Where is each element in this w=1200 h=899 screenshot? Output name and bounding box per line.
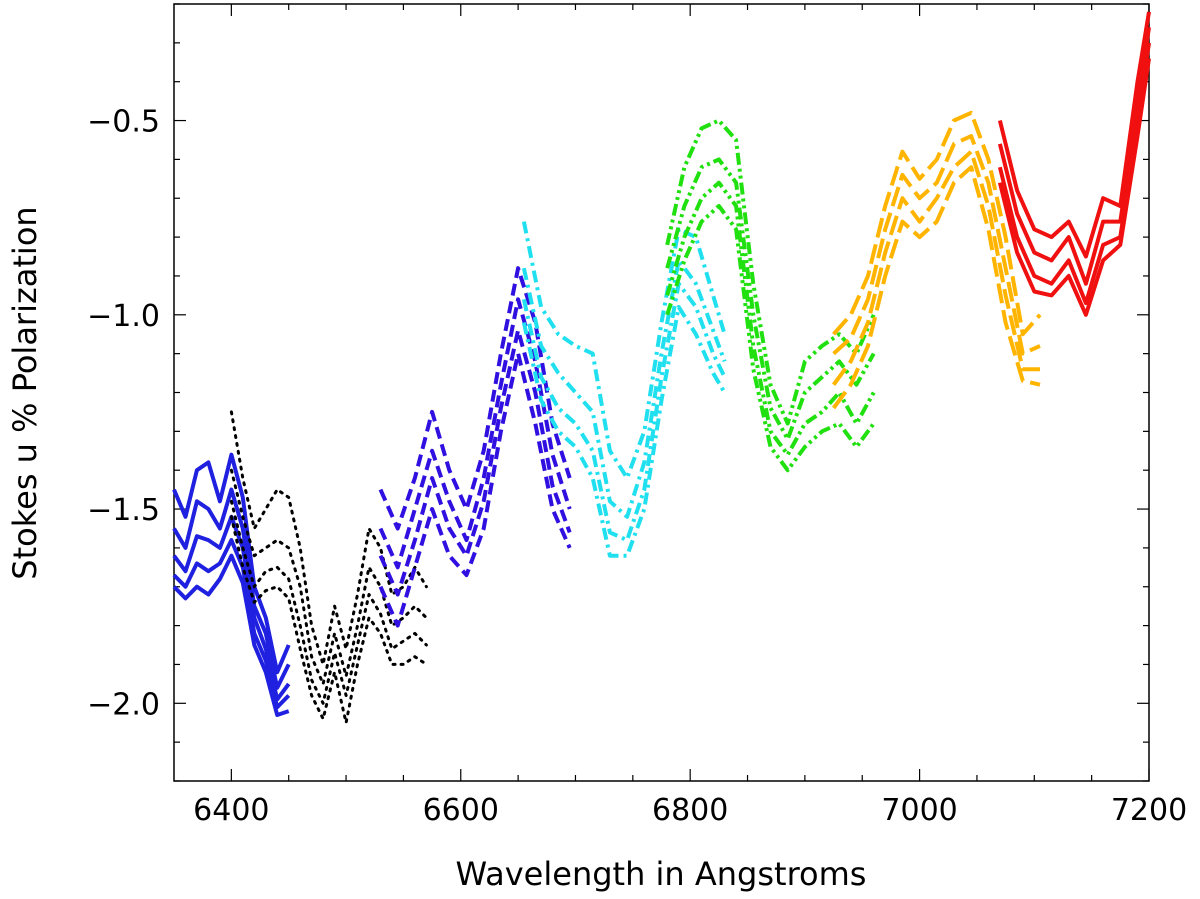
series-line <box>521 258 727 519</box>
y-tick-label: −1.0 <box>87 299 160 334</box>
series-line <box>997 27 1151 286</box>
x-tick-label: 7000 <box>881 793 957 828</box>
y-axis-title: Stokes u % Polarization <box>6 206 44 579</box>
series-line <box>997 58 1151 317</box>
series-line <box>665 180 876 457</box>
series-line <box>229 468 428 686</box>
series-line <box>378 351 572 628</box>
y-axis-ticks: −2.0 −1.5 −1.0 −0.5 <box>87 3 1149 782</box>
x-axis-ticks: 6400 6600 6800 7000 7200 <box>193 4 1187 828</box>
series-line <box>831 165 1041 410</box>
series-line <box>521 281 727 543</box>
series-line <box>172 538 291 710</box>
series-line <box>997 11 1151 259</box>
series-group <box>172 452 291 717</box>
y-tick-label: −0.5 <box>87 105 160 140</box>
plot-frame <box>173 3 1150 782</box>
series-line <box>172 487 291 690</box>
series-line <box>172 553 290 717</box>
series-group <box>378 266 572 628</box>
data-series <box>172 11 1151 725</box>
x-tick-label: 6400 <box>193 793 269 828</box>
y-tick-label: −1.5 <box>87 493 160 528</box>
series-group <box>997 11 1151 317</box>
series-group <box>831 110 1042 410</box>
series-line <box>521 221 727 480</box>
series-line <box>378 266 572 531</box>
x-tick-label: 7200 <box>1111 793 1187 828</box>
series-line <box>229 515 428 725</box>
y-tick-label: −2.0 <box>87 687 160 722</box>
series-group <box>521 221 727 558</box>
series-line <box>665 118 876 426</box>
series-line <box>521 305 727 558</box>
series-line <box>832 110 1042 337</box>
x-axis-title: Wavelength in Angstroms <box>456 855 867 893</box>
series-line <box>665 157 876 442</box>
series-group <box>665 118 876 473</box>
x-tick-label: 6800 <box>652 793 728 828</box>
series-line <box>229 499 428 705</box>
series-line <box>832 134 1041 356</box>
series-line <box>172 452 291 675</box>
x-tick-label: 6600 <box>423 793 499 828</box>
series-line <box>378 328 572 597</box>
series-line <box>229 410 428 666</box>
series-line <box>831 149 1040 386</box>
series-group <box>229 410 428 725</box>
series-line <box>378 297 572 570</box>
series-line <box>665 204 876 473</box>
